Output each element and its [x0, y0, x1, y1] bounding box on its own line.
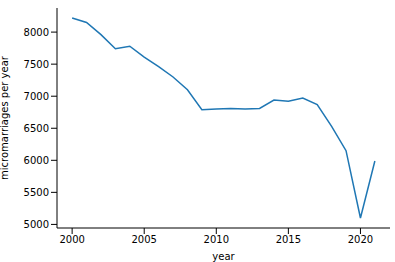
- svg-text:6500: 6500: [24, 123, 49, 134]
- svg-text:2010: 2010: [204, 234, 229, 245]
- svg-text:micromarriages per year: micromarriages per year: [8, 55, 10, 180]
- svg-text:2015: 2015: [276, 234, 301, 245]
- svg-text:7500: 7500: [24, 59, 49, 70]
- svg-text:year: year: [212, 251, 235, 262]
- svg-text:6000: 6000: [24, 155, 49, 166]
- svg-text:8000: 8000: [24, 27, 49, 38]
- svg-text:2020: 2020: [348, 234, 373, 245]
- svg-text:2000: 2000: [59, 234, 84, 245]
- svg-text:7000: 7000: [24, 91, 49, 102]
- svg-text:5500: 5500: [24, 187, 49, 198]
- svg-text:2005: 2005: [131, 234, 156, 245]
- svg-text:5000: 5000: [24, 219, 49, 230]
